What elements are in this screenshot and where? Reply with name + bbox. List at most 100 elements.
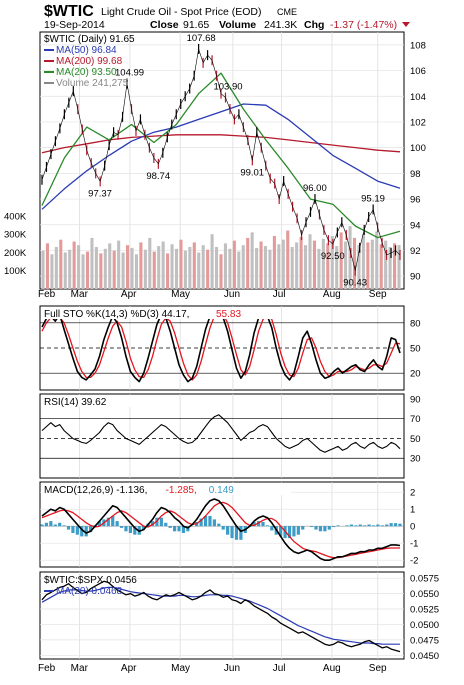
macd-panel: -2 -1 0 1 2 MACD(12,26,9) -1.136, -1.285, 0.149 [39,481,418,568]
macd-histogram-bar [398,523,402,527]
macd-histogram-bar [212,519,216,527]
close-label: Close [150,19,179,31]
price-legend-entry: $WTIC (Daily) 91.65 [44,34,135,45]
volume-bar [308,234,312,289]
ratio-tick-label: 0.0525 [410,605,439,616]
macd-histogram-bar [389,523,393,527]
macd-histogram-bar [380,525,384,527]
macd-histogram-bar [270,526,274,531]
volume-bar [50,254,54,289]
volume-bar [321,238,325,289]
volume-tick-label: 400K [4,211,27,222]
sto-legend-bg [41,307,281,319]
volume-bar [330,236,334,289]
volume-bar [352,237,357,289]
volume-bar [54,247,58,289]
rsi-line [41,414,401,453]
volume-bar [90,237,94,289]
macd-histogram-bar [376,524,380,527]
macd-histogram-bar [177,526,181,532]
volume-bar [179,239,183,289]
macd-histogram-bar [265,525,270,527]
price-tick-label: 102 [410,117,426,128]
sto-legend-entry: Full STO %K(14,3) %D(3) 44.17, [44,309,189,320]
macd-histogram-bar [58,522,62,527]
rsi-tick-label: 50 [410,434,421,445]
macd-histogram-bar [367,524,371,527]
macd-histogram-bar [252,521,256,527]
volume-bar [375,231,379,289]
macd-histogram-bar [44,522,49,527]
volume-bar [312,240,316,289]
price-tick-label: 108 [410,40,426,51]
volume-bar [370,239,374,289]
price-legend-entry: MA(200) 99.68 [56,56,123,67]
macd-histogram-bar [208,516,212,527]
macd-histogram-bar [80,526,84,537]
volume-bar [299,236,303,289]
volume-bar [295,242,299,289]
macd-histogram-bar [318,526,323,532]
macd-histogram-bar [230,526,234,539]
macd-histogram-bar [239,526,243,540]
price-legend-entry: MA(20) 93.50 [56,67,117,78]
volume-bar [85,251,90,289]
macd-histogram-bar [327,526,331,530]
volume-bar [77,245,81,289]
volume-bar [250,232,254,289]
volume-bar [255,247,259,289]
volume-bar [246,237,250,289]
ratio-tick-label: 0.0550 [410,589,439,600]
macd-histogram-bar [393,523,398,527]
volume-bar [357,245,361,289]
macd-histogram-bar [119,526,124,528]
macd-histogram-bar [164,522,168,527]
macd-histogram-bar [349,524,353,527]
volume-bar [304,245,308,289]
volume-bar [81,254,85,289]
price-line [41,48,401,271]
volume-bar [326,243,330,289]
volume-bar [384,240,388,289]
volume-bar [139,242,143,289]
macd-histogram-bar [371,525,376,527]
macd-histogram-bar [62,525,66,527]
volume-bar [290,247,294,289]
volume-bar [393,243,397,289]
macd-histogram-bar [217,523,221,527]
macd-histogram-bar [336,525,340,527]
price-annotation: 90.43 [343,278,367,289]
volume-bar [41,250,45,289]
volume-bar [126,245,130,289]
macd-histogram-bar [203,516,208,527]
price-tick-label: 94 [410,220,421,231]
chg-value: -1.37 (-1.47%) [330,19,397,31]
volume-bar [108,243,112,289]
volume-bar [157,246,161,289]
month-label: Aug [323,289,341,300]
ratio-ma-line [41,586,400,645]
volume-bar [241,245,245,289]
macd-histogram-bar [332,526,336,528]
month-label: May [171,289,190,300]
macd-histogram-bar [199,518,203,527]
macd-legend-bg [41,483,291,495]
price-tick-label: 100 [410,143,426,154]
volume-bar [219,254,223,289]
month-label: Jun [224,663,240,674]
macd-tick-label: 0 [410,522,415,533]
rsi-tick-label: 30 [410,454,421,465]
volume-bar [174,248,179,289]
rsi-frame [39,393,405,479]
macd-histogram-bar [172,526,177,532]
ratio-panel: 0.0450 0.0475 0.0500 0.0525 0.0550 0.0575 $WTI… [39,571,439,662]
volume-bar [215,247,219,289]
macd-histogram-bar [358,524,362,527]
rsi-panel: 30 50 70 90 RSI(14) 39.62 [39,393,421,479]
volume-bar [192,242,196,289]
price-panel: 90 92 94 96 98 100 102 104 106 108 100K 200K 300K 400… [4,31,426,290]
ma200-line [41,134,401,154]
macd-line [41,498,401,561]
volume-bar [286,230,290,289]
